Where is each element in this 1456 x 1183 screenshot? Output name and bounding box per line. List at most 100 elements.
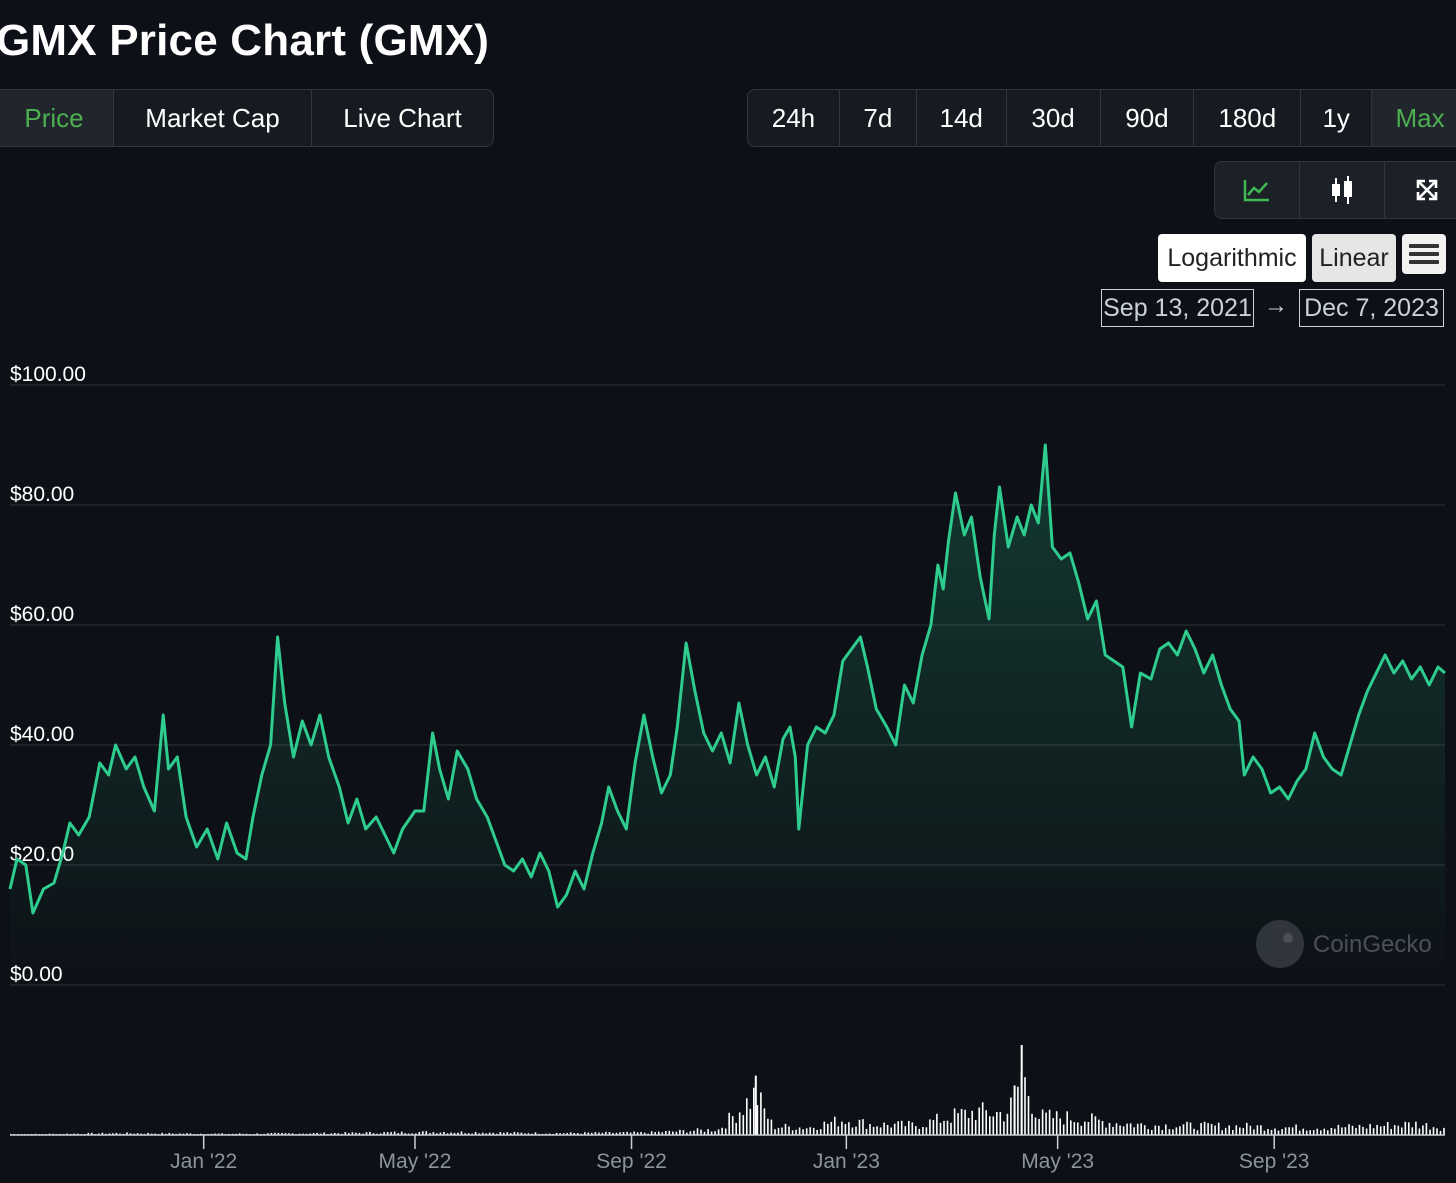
candlestick-view-button[interactable] — [1300, 162, 1385, 218]
volume-bar — [238, 1133, 241, 1135]
volume-bar — [619, 1132, 621, 1135]
volume-bar — [953, 1108, 956, 1135]
tab-live-chart[interactable]: Live Chart — [343, 102, 462, 133]
logarithmic-scale-button[interactable]: Logarithmic — [1158, 234, 1306, 282]
volume-bar — [436, 1133, 438, 1135]
volume-bar — [1133, 1127, 1135, 1135]
volume-bar — [443, 1132, 445, 1135]
menu-icon-bar — [1409, 252, 1439, 256]
volume-bar — [703, 1131, 706, 1135]
time-range-selector: 24h 7d 14d 30d 90d 180d 1y Max — [747, 89, 1456, 147]
volume-bar — [1376, 1124, 1378, 1135]
volume-bar — [1126, 1123, 1128, 1135]
volume-bar — [760, 1092, 762, 1135]
volume-bar — [1344, 1127, 1347, 1135]
volume-bar — [1305, 1130, 1308, 1135]
fullscreen-button[interactable] — [1385, 162, 1456, 218]
volume-bar — [1291, 1127, 1294, 1135]
volume-bar — [886, 1125, 889, 1135]
volume-bar — [1284, 1127, 1287, 1135]
volume-bar — [1390, 1128, 1392, 1135]
volume-bar — [91, 1132, 93, 1135]
volume-bar — [908, 1120, 910, 1135]
volume-bar — [1386, 1122, 1389, 1135]
line-view-button[interactable] — [1215, 162, 1300, 218]
volume-bar — [992, 1116, 995, 1135]
range-7d[interactable]: 7d — [840, 90, 917, 146]
volume-bar — [893, 1123, 896, 1135]
volume-bar — [1267, 1129, 1269, 1135]
volume-bar — [837, 1126, 840, 1135]
volume-bar — [481, 1132, 484, 1135]
volume-bar — [950, 1122, 952, 1135]
volume-bar — [798, 1127, 801, 1135]
range-14d[interactable]: 14d — [917, 90, 1007, 146]
volume-bar — [1140, 1123, 1142, 1135]
volume-bar — [379, 1133, 382, 1135]
volume-bar — [1312, 1130, 1315, 1135]
volume-bar — [1253, 1129, 1255, 1135]
volume-bar — [841, 1121, 843, 1135]
linear-scale-button[interactable]: Linear — [1312, 234, 1396, 282]
volume-bar — [724, 1128, 727, 1135]
y-tick-label: $60.00 — [10, 603, 74, 626]
volume-bar — [1027, 1096, 1030, 1135]
volume-bar — [1270, 1130, 1273, 1135]
range-30d[interactable]: 30d — [1007, 90, 1101, 146]
volume-bar — [344, 1132, 347, 1135]
volume-bar — [147, 1132, 149, 1135]
volume-bar — [844, 1124, 847, 1135]
volume-bar — [1415, 1121, 1417, 1135]
volume-bar — [686, 1132, 688, 1135]
date-from-input[interactable]: Sep 13, 2021 — [1101, 289, 1254, 327]
volume-bar — [1232, 1130, 1234, 1135]
volume-bar — [1017, 1086, 1019, 1135]
range-1y[interactable]: 1y — [1301, 90, 1373, 146]
volume-bar — [383, 1132, 385, 1135]
tab-price[interactable]: Price — [0, 90, 114, 146]
volume-bar — [284, 1133, 287, 1135]
volume-bar — [915, 1126, 917, 1135]
volume-bar — [1098, 1119, 1100, 1135]
volume-bar — [291, 1133, 294, 1135]
volume-bar — [1281, 1129, 1283, 1135]
volume-bar — [1179, 1126, 1181, 1135]
coingecko-watermark: CoinGecko — [1256, 920, 1432, 968]
candlestick-icon — [1332, 176, 1352, 204]
range-24h[interactable]: 24h — [748, 90, 840, 146]
volume-bar — [288, 1133, 290, 1135]
volume-bar — [221, 1133, 223, 1135]
volume-bar — [485, 1133, 487, 1135]
volume-bar — [876, 1126, 878, 1135]
volume-bar — [1151, 1130, 1153, 1135]
volume-bar — [598, 1132, 600, 1135]
volume-bar — [1122, 1126, 1125, 1135]
volume-bar — [1196, 1130, 1199, 1135]
range-max[interactable]: Max — [1372, 90, 1456, 146]
x-tick-label: Sep '23 — [1239, 1150, 1310, 1173]
volume-bar — [1362, 1126, 1364, 1135]
volume-bar — [393, 1131, 396, 1135]
volume-bar — [1147, 1129, 1149, 1135]
range-90d[interactable]: 90d — [1101, 90, 1195, 146]
tab-market-cap[interactable]: Market Cap — [114, 90, 312, 146]
volume-bar — [517, 1132, 519, 1135]
volume-bar — [464, 1133, 466, 1135]
volume-bar — [721, 1127, 723, 1135]
range-180d[interactable]: 180d — [1194, 90, 1302, 146]
chart-menu-button[interactable] — [1402, 234, 1446, 274]
volume-bar — [365, 1132, 368, 1135]
volume-bar — [1165, 1124, 1167, 1135]
volume-bar — [809, 1127, 811, 1135]
volume-bar — [186, 1133, 188, 1135]
volume-bar — [1024, 1077, 1026, 1135]
volume-bar — [710, 1131, 713, 1135]
volume-bar — [1062, 1124, 1065, 1135]
volume-bar — [594, 1132, 597, 1135]
x-tick-label: Jan '22 — [170, 1150, 237, 1173]
volume-bar — [672, 1131, 674, 1135]
date-to-input[interactable]: Dec 7, 2023 — [1299, 289, 1444, 327]
volume-bar — [1070, 1120, 1072, 1135]
volume-bar — [584, 1132, 586, 1135]
volume-bar — [439, 1132, 442, 1135]
